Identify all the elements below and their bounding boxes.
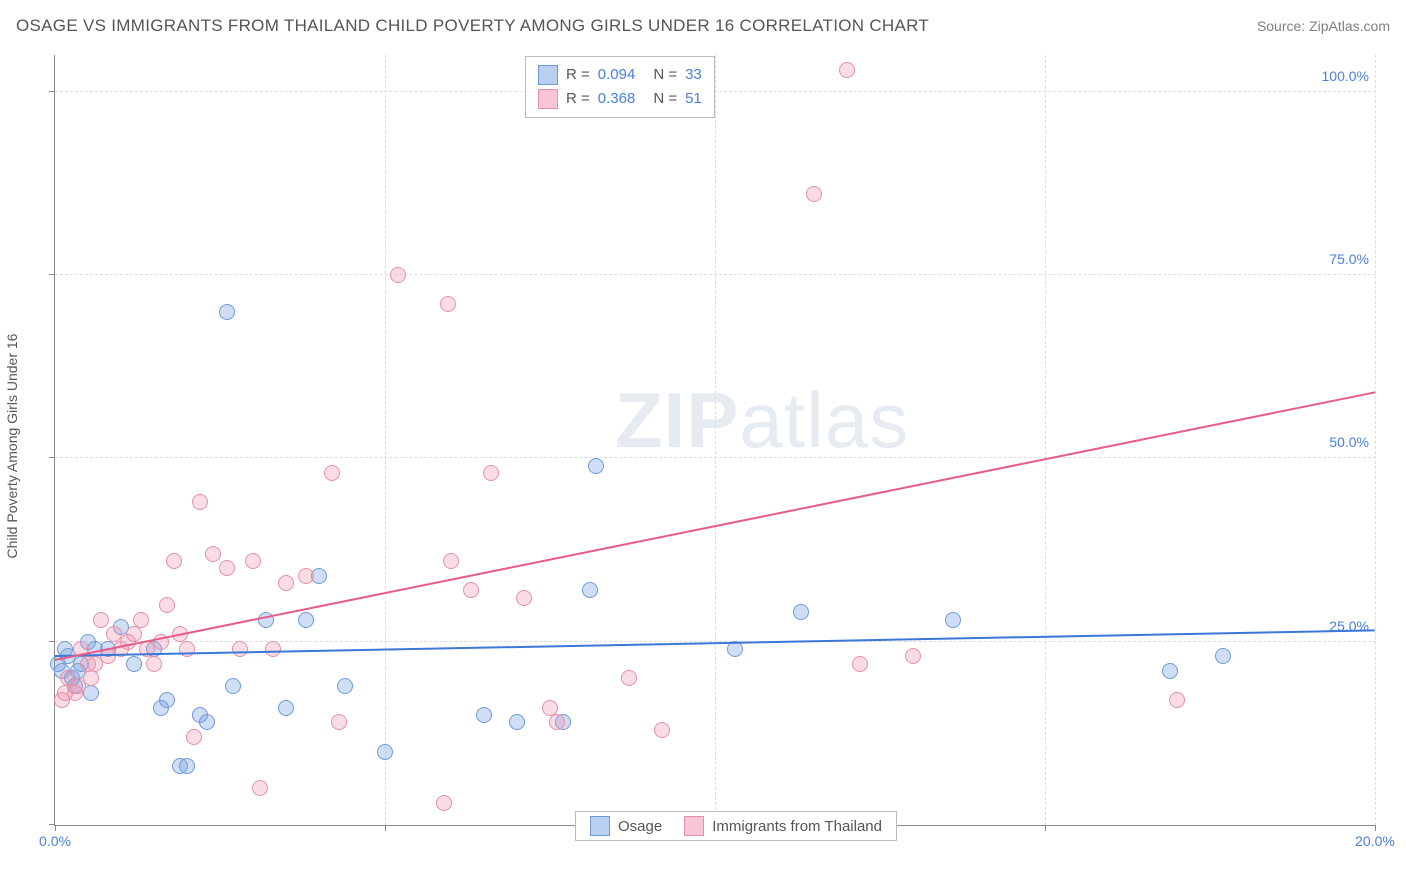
data-point [265, 641, 281, 657]
stats-row: R = 0.094 N = 33 [538, 63, 702, 87]
data-point [159, 597, 175, 613]
data-point [905, 648, 921, 664]
legend-label: Immigrants from Thailand [712, 818, 882, 835]
data-point [463, 582, 479, 598]
data-point [793, 604, 809, 620]
x-tick-label: 20.0% [1355, 833, 1395, 849]
data-point [436, 795, 452, 811]
data-point [186, 729, 202, 745]
data-point [252, 780, 268, 796]
data-point [621, 670, 637, 686]
data-point [806, 186, 822, 202]
data-point [476, 707, 492, 723]
data-point [179, 758, 195, 774]
series-swatch [538, 65, 558, 85]
data-point [245, 553, 261, 569]
data-point [166, 553, 182, 569]
data-point [549, 714, 565, 730]
tick-mark-x [385, 825, 386, 831]
data-point [1162, 663, 1178, 679]
data-point [852, 656, 868, 672]
data-point [225, 678, 241, 694]
data-point [298, 612, 314, 628]
y-tick-label: 100.0% [1322, 68, 1369, 84]
stat-n-label: N = [653, 87, 677, 111]
stat-n-value: 33 [685, 63, 702, 87]
data-point [232, 641, 248, 657]
data-point [440, 296, 456, 312]
data-point [199, 714, 215, 730]
data-point [133, 612, 149, 628]
gridline-vertical [385, 55, 386, 825]
watermark: ZIPatlas [615, 375, 909, 466]
tick-mark-x [1045, 825, 1046, 831]
legend-label: Osage [618, 818, 662, 835]
data-point [337, 678, 353, 694]
stat-r-label: R = [566, 63, 590, 87]
data-point [205, 546, 221, 562]
tick-mark-y [49, 274, 55, 275]
data-point [542, 700, 558, 716]
data-point [278, 700, 294, 716]
x-tick-label: 0.0% [39, 833, 71, 849]
chart-title: OSAGE VS IMMIGRANTS FROM THAILAND CHILD … [16, 16, 929, 36]
tick-mark-y [49, 91, 55, 92]
data-point [324, 465, 340, 481]
data-point [483, 465, 499, 481]
legend-item: Immigrants from Thailand [684, 816, 882, 836]
tick-mark-x [1375, 825, 1376, 831]
data-point [443, 553, 459, 569]
series-swatch [590, 816, 610, 836]
data-point [654, 722, 670, 738]
source-label: Source: ZipAtlas.com [1257, 18, 1390, 34]
stat-r-label: R = [566, 87, 590, 111]
stats-legend: R = 0.094 N = 33 R = 0.368 N = 51 [525, 56, 715, 118]
data-point [1169, 692, 1185, 708]
data-point [945, 612, 961, 628]
tick-mark-x [55, 825, 56, 831]
data-point [126, 656, 142, 672]
data-point [126, 626, 142, 642]
y-tick-label: 75.0% [1329, 251, 1369, 267]
data-point [179, 641, 195, 657]
data-point [219, 560, 235, 576]
series-swatch [684, 816, 704, 836]
series-swatch [538, 89, 558, 109]
scatter-plot: ZIPatlas 25.0%50.0%75.0%100.0%0.0%20.0%R… [54, 55, 1375, 826]
data-point [588, 458, 604, 474]
tick-mark-y [49, 641, 55, 642]
data-point [390, 267, 406, 283]
data-point [192, 494, 208, 510]
data-point [159, 692, 175, 708]
data-point [839, 62, 855, 78]
legend-item: Osage [590, 816, 662, 836]
data-point [298, 568, 314, 584]
data-point [377, 744, 393, 760]
stats-row: R = 0.368 N = 51 [538, 87, 702, 111]
data-point [278, 575, 294, 591]
gridline-vertical [1375, 55, 1376, 825]
data-point [83, 670, 99, 686]
data-point [1215, 648, 1231, 664]
stat-r-value: 0.368 [598, 87, 636, 111]
gridline-vertical [1045, 55, 1046, 825]
data-point [146, 656, 162, 672]
data-point [93, 612, 109, 628]
stat-n-label: N = [653, 63, 677, 87]
data-point [582, 582, 598, 598]
gridline-vertical [715, 55, 716, 825]
series-legend: Osage Immigrants from Thailand [575, 811, 897, 841]
stat-n-value: 51 [685, 87, 702, 111]
data-point [516, 590, 532, 606]
tick-mark-y [49, 457, 55, 458]
stat-r-value: 0.094 [598, 63, 636, 87]
data-point [509, 714, 525, 730]
data-point [331, 714, 347, 730]
y-tick-label: 50.0% [1329, 434, 1369, 450]
y-axis-label: Child Poverty Among Girls Under 16 [4, 334, 20, 559]
data-point [219, 304, 235, 320]
